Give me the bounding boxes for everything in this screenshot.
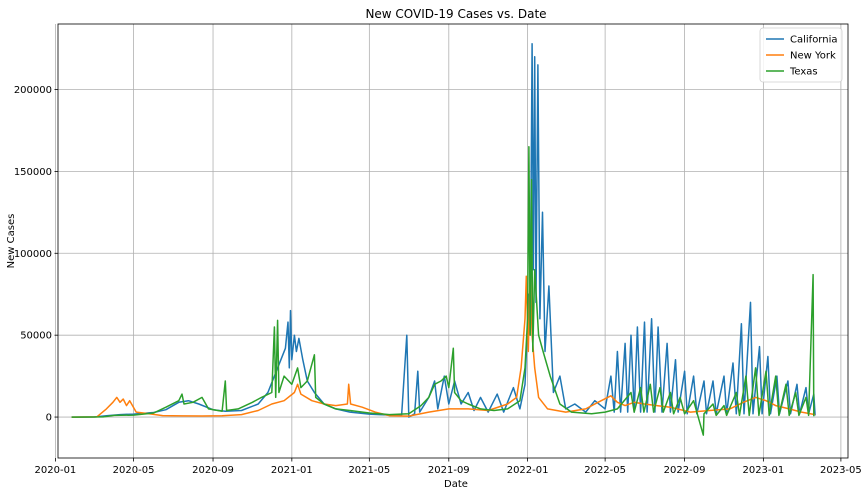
legend: California New York Texas — [759, 27, 843, 83]
grid — [55, 24, 848, 458]
legend-label: California — [790, 35, 838, 46]
x-tick-label: 2023-05 — [820, 465, 862, 476]
series-line-california — [71, 42, 816, 418]
legend-box — [759, 27, 843, 83]
series-line-texas — [71, 146, 815, 436]
legend-label: Texas — [789, 67, 818, 78]
y-axis-label: New Cases — [6, 214, 17, 269]
x-tick-label: 2022-05 — [584, 465, 626, 476]
x-axis: 2020-01 2020-05 2020-09 2021-01 2021-05 2021-… — [35, 458, 862, 476]
x-tick-label: 2020-09 — [192, 465, 234, 476]
plot-area — [71, 42, 816, 436]
y-tick-label: 100000 — [14, 249, 52, 260]
plot-frame — [57, 23, 849, 459]
x-tick-label: 2022-01 — [507, 465, 549, 476]
chart-title: New COVID-19 Cases vs. Date — [365, 7, 546, 21]
x-tick-label: 2021-01 — [271, 465, 313, 476]
x-tick-label: 2020-01 — [35, 465, 77, 476]
x-axis-label: Date — [444, 479, 468, 490]
x-tick-label: 2021-09 — [428, 465, 470, 476]
y-tick-label: 50000 — [20, 331, 52, 342]
legend-label: New York — [790, 51, 836, 62]
y-tick-label: 150000 — [14, 167, 52, 178]
x-tick-label: 2021-05 — [348, 465, 390, 476]
x-tick-label: 2020-05 — [113, 465, 155, 476]
series-line-new-york — [71, 268, 816, 418]
x-tick-label: 2023-01 — [742, 465, 784, 476]
y-axis: 0 50000 100000 150000 200000 — [14, 85, 58, 424]
y-tick-label: 0 — [46, 413, 52, 424]
y-tick-label: 200000 — [14, 85, 52, 96]
x-tick-label: 2022-09 — [664, 465, 706, 476]
